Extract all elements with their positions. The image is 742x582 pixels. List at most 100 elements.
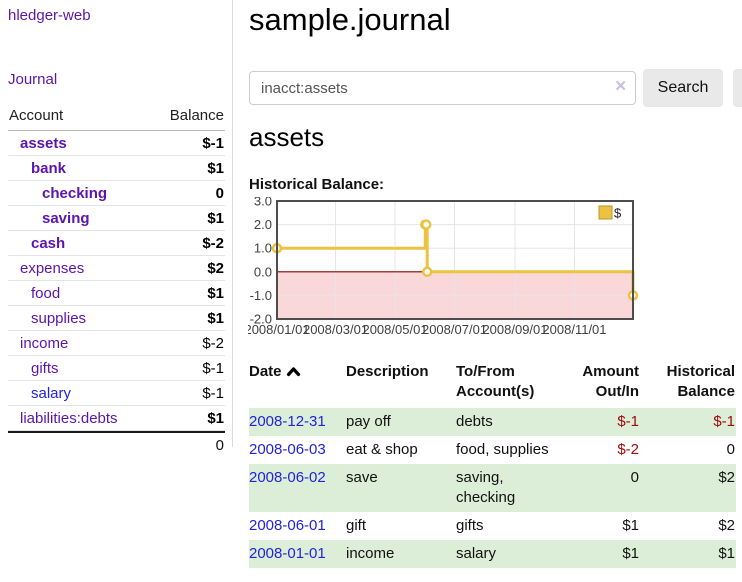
transaction-date-link[interactable]: 2008-06-01	[249, 517, 326, 534]
account-link[interactable]: expenses	[20, 259, 85, 277]
account-table-header: Account Balance	[8, 104, 225, 131]
x-tick-label: 2008/11/01	[542, 322, 606, 337]
account-link[interactable]: bank	[31, 159, 67, 177]
transaction-balance: $2	[718, 469, 735, 486]
account-balance: $2	[207, 259, 224, 277]
account-row: checking 0	[8, 181, 225, 206]
transaction-balance: $-1	[713, 413, 735, 430]
sidebar: hledger-web Journal Account Balance asse…	[0, 0, 233, 454]
account-balance: $-1	[202, 359, 224, 377]
y-tick-label: 3.0	[254, 197, 272, 209]
account-row: cash $-2	[8, 231, 225, 256]
account-row: food $1	[8, 281, 225, 306]
page-title: sample.journal	[249, 2, 451, 37]
account-balance-table: Account Balance assets $-1 bank $1 checking 0…	[8, 104, 225, 457]
column-header-date[interactable]: Date	[249, 360, 346, 408]
column-header-balance[interactable]: Historical Balance	[666, 363, 735, 400]
transaction-description: pay off	[346, 413, 391, 430]
account-total-value: 0	[215, 436, 224, 454]
balance-column-header: Balance	[169, 107, 224, 124]
transaction-accounts: saving, checking	[456, 469, 516, 506]
transaction-balance: $1	[718, 545, 735, 562]
x-tick-label: 2008/07/01	[422, 322, 487, 337]
transaction-date-link[interactable]: 2008-06-03	[249, 441, 326, 458]
sidebar-item-journal[interactable]: Journal	[8, 71, 58, 88]
account-balance: $-1	[202, 384, 224, 402]
help-button[interactable]: ?	[733, 69, 742, 107]
account-row: saving $1	[8, 206, 225, 231]
data-point-marker	[420, 219, 432, 230]
register-body: 2008-12-31 pay off debts $-1 $-1 2008-06-03 ea…	[249, 408, 736, 568]
account-balance: $-2	[202, 234, 224, 252]
clear-search-icon[interactable]: ✕	[614, 78, 627, 95]
register-table: Date Description To/From Account(s) Amoun…	[249, 360, 736, 568]
transaction-accounts: gifts	[456, 517, 484, 534]
transaction-description: eat & shop	[346, 441, 418, 458]
account-row: bank $1	[8, 156, 225, 181]
transaction-amount: $1	[622, 517, 639, 534]
register-row: 2008-06-01 gift gifts $1 $2	[249, 512, 736, 540]
y-tick-label: 2.0	[254, 217, 272, 232]
transaction-accounts: food, supplies	[456, 441, 549, 458]
y-tick-label: -1.0	[250, 288, 272, 303]
account-balance: $1	[207, 209, 224, 227]
y-tick-label: 1.0	[254, 241, 272, 256]
column-header-description[interactable]: Description	[346, 363, 429, 380]
transaction-amount: 0	[630, 469, 639, 486]
account-balance: $-2	[202, 334, 224, 352]
chart-canvas: $3.0 2.0 1.0 0.0 -1.0 -2.02008/01/012008/03/0…	[244, 194, 639, 337]
y-tick-label: 0.0	[254, 264, 272, 279]
y-tick-label: -2.0	[250, 312, 272, 327]
x-tick-label: 2008/09/01	[482, 322, 547, 337]
x-tick-label: 2008/01/01	[248, 322, 310, 337]
transaction-description: income	[346, 545, 395, 562]
app-brand-link[interactable]: hledger-web	[8, 7, 91, 24]
chart-title: Historical Balance:	[249, 176, 385, 193]
account-balance: $1	[207, 409, 224, 427]
search-button[interactable]: Search	[643, 69, 723, 107]
account-total-row: 0	[8, 431, 225, 457]
account-column-header: Account	[9, 107, 64, 124]
account-rows: assets $-1 bank $1 checking 0 saving $1 cash $-2 e…	[8, 131, 225, 431]
account-balance: $1	[207, 159, 224, 177]
register-row: 2008-01-01 income salary $1 $1	[249, 540, 736, 568]
sort-ascending-icon	[286, 367, 300, 377]
transaction-date-link[interactable]: 2008-06-02	[249, 469, 326, 486]
transaction-date-link[interactable]: 2008-12-31	[249, 413, 326, 430]
historical-balance-chart: $3.0 2.0 1.0 0.0 -1.0 -2.0 2008/01/01 2008/03/0…	[244, 194, 648, 343]
account-link[interactable]: supplies	[31, 309, 87, 327]
search-bar: ✕ Search ?	[249, 69, 742, 107]
account-row: liabilities:debts $1	[8, 406, 225, 431]
account-row: gifts $-1	[8, 356, 225, 381]
x-tick-label: 2008/05/01	[362, 322, 427, 337]
transaction-amount: $-2	[617, 441, 639, 458]
column-header-amount[interactable]: Amount Out/In	[582, 363, 639, 400]
account-link[interactable]: assets	[20, 134, 67, 152]
register-row: 2008-06-03 eat & shop food, supplies $-2 0	[249, 436, 736, 464]
transaction-amount: $1	[622, 545, 639, 562]
account-link[interactable]: checking	[42, 184, 108, 202]
account-link[interactable]: saving	[42, 209, 90, 227]
data-point-marker	[421, 266, 433, 278]
account-balance: $1	[207, 284, 224, 302]
account-link[interactable]: income	[20, 334, 69, 352]
search-input[interactable]	[249, 71, 636, 105]
plot-border	[276, 200, 634, 320]
account-link[interactable]: food	[31, 284, 61, 302]
account-row: salary $-1	[8, 381, 225, 406]
account-row: expenses $2	[8, 256, 225, 281]
column-header-accounts[interactable]: To/From Account(s)	[456, 363, 535, 400]
legend-label: $	[614, 206, 622, 221]
x-tick-label: 2008/03/01	[303, 322, 368, 337]
transaction-amount: $-1	[617, 413, 639, 430]
transaction-date-link[interactable]: 2008-01-01	[249, 545, 326, 562]
legend-swatch	[598, 205, 613, 220]
account-link[interactable]: gifts	[31, 359, 59, 377]
account-link[interactable]: liabilities:debts	[20, 409, 118, 427]
account-link[interactable]: salary	[31, 384, 72, 402]
account-link[interactable]: cash	[31, 234, 66, 252]
register-header-row: Date Description To/From Account(s) Amoun…	[249, 360, 736, 408]
transaction-description: save	[346, 469, 378, 486]
transaction-accounts: salary	[456, 545, 497, 562]
register-row: 2008-12-31 pay off debts $-1 $-1	[249, 408, 736, 436]
